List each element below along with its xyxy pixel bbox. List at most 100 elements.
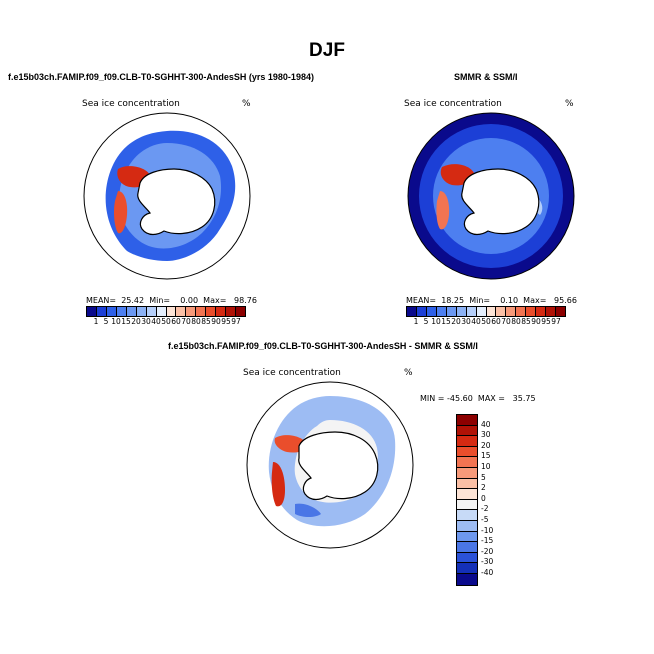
colorbar-swatch bbox=[516, 307, 527, 316]
panel-1-title: f.e15b03ch.FAMIP.f09_f09.CLB-T0-SGHHT-30… bbox=[8, 72, 314, 82]
panel-2-title: SMMR & SSM/I bbox=[454, 72, 518, 82]
colorbar-swatch bbox=[407, 307, 417, 316]
colorbar-tick-label: 5 bbox=[481, 472, 486, 482]
colorbar-swatch bbox=[136, 307, 147, 316]
colorbar-tick-label: 60 bbox=[491, 317, 501, 326]
colorbar-swatch bbox=[457, 415, 477, 426]
colorbar-swatch bbox=[126, 307, 137, 316]
colorbar-tick-label: 40 bbox=[151, 317, 161, 326]
colorbar-swatch bbox=[196, 307, 207, 316]
colorbar-swatch bbox=[116, 307, 127, 316]
colorbar-tick-label: 20 bbox=[131, 317, 141, 326]
colorbar-tick-label: 15 bbox=[441, 317, 451, 326]
panel-1-units-label: % bbox=[242, 99, 251, 109]
colorbar-swatch bbox=[466, 307, 477, 316]
diff-colorbar bbox=[456, 414, 478, 586]
colorbar-swatch bbox=[457, 563, 477, 574]
colorbar-tick-label: 20 bbox=[481, 440, 491, 450]
colorbar-tick-label: 30 bbox=[141, 317, 151, 326]
colorbar-tick-label: 95 bbox=[541, 317, 551, 326]
panel-2-variable-label: Sea ice concentration bbox=[404, 99, 502, 109]
colorbar-swatch bbox=[526, 307, 537, 316]
colorbar-swatch bbox=[206, 307, 217, 316]
panel-2-stats: MEAN= 18.25 Min= 0.10 Max= 95.66 bbox=[406, 296, 577, 305]
diff-colorbar-swatches bbox=[456, 414, 478, 586]
colorbar-tick-label: 40 bbox=[481, 419, 491, 429]
colorbar-swatch bbox=[457, 552, 477, 564]
colorbar-swatch bbox=[556, 307, 565, 316]
colorbar-swatch bbox=[456, 307, 467, 316]
colorbar-swatch bbox=[236, 307, 245, 316]
colorbar-swatch bbox=[536, 307, 547, 316]
colorbar-swatch bbox=[496, 307, 507, 316]
colorbar-swatch bbox=[156, 307, 167, 316]
panel-3-polar-map bbox=[246, 381, 414, 549]
colorbar-swatch bbox=[457, 499, 477, 511]
abs-colorbar-2-ticks: 1 5 10 15 20 30 40 50 60 70 80 85 90 95 97 bbox=[406, 317, 566, 326]
colorbar-tick-label: 20 bbox=[451, 317, 461, 326]
colorbar-tick-label: 60 bbox=[171, 317, 181, 326]
colorbar-swatch bbox=[457, 436, 477, 447]
ross-sea-ice-red bbox=[114, 191, 128, 234]
panel-3-stats: MIN = -45.60 MAX = 35.75 bbox=[420, 394, 536, 403]
colorbar-tick-label: 30 bbox=[481, 430, 491, 440]
panel-1-stats: MEAN= 25.42 Min= 0.00 Max= 98.76 bbox=[86, 296, 257, 305]
colorbar-tick-label: 90 bbox=[531, 317, 541, 326]
panel-1-colorbar: 1 5 10 15 20 30 40 50 60 70 80 85 90 95 97 bbox=[86, 306, 246, 326]
colorbar-tick-label: 10 bbox=[431, 317, 441, 326]
colorbar-tick-label: 30 bbox=[461, 317, 471, 326]
ross-sea-ice-red bbox=[436, 191, 450, 230]
colorbar-tick-label: -40 bbox=[481, 568, 494, 577]
panel-3-variable-label: Sea ice concentration bbox=[243, 368, 341, 378]
colorbar-tick-label: 50 bbox=[161, 317, 171, 326]
colorbar-swatch bbox=[457, 467, 477, 479]
colorbar-tick-label: 90 bbox=[211, 317, 221, 326]
colorbar-tick-label: -5 bbox=[481, 515, 489, 524]
colorbar-tick-label: 1 bbox=[413, 317, 419, 326]
antarctica-continent bbox=[137, 168, 216, 236]
colorbar-tick-label: 70 bbox=[181, 317, 191, 326]
colorbar-tick-label: -2 bbox=[481, 504, 489, 514]
ross-diff-red bbox=[271, 462, 285, 507]
colorbar-tick-label: 5 bbox=[423, 317, 429, 326]
colorbar-swatch bbox=[446, 307, 457, 316]
colorbar-tick-label: 95 bbox=[221, 317, 231, 326]
colorbar-tick-label: 5 bbox=[103, 317, 109, 326]
colorbar-swatch bbox=[457, 425, 477, 437]
colorbar-tick-label: 80 bbox=[191, 317, 201, 326]
colorbar-swatch bbox=[436, 307, 447, 316]
antarctica-continent bbox=[298, 431, 379, 501]
colorbar-swatch bbox=[457, 446, 477, 458]
colorbar-swatch bbox=[216, 307, 227, 316]
colorbar-swatch bbox=[476, 307, 487, 316]
colorbar-tick-label: 85 bbox=[521, 317, 531, 326]
panel-2-polar-map bbox=[407, 112, 575, 280]
panel-3-units-label: % bbox=[404, 368, 413, 378]
colorbar-swatch bbox=[87, 307, 97, 316]
colorbar-tick-label: 10 bbox=[111, 317, 121, 326]
colorbar-tick-label: 1 bbox=[93, 317, 99, 326]
panel-2-units-label: % bbox=[565, 99, 574, 109]
colorbar-tick-label: 97 bbox=[231, 317, 241, 326]
colorbar-swatch bbox=[506, 307, 517, 316]
antarctica-continent bbox=[461, 168, 540, 236]
colorbar-tick-label: 0 bbox=[481, 493, 486, 503]
colorbar-tick-label: 2 bbox=[481, 483, 486, 493]
colorbar-tick-label: -30 bbox=[481, 557, 494, 567]
colorbar-swatch bbox=[176, 307, 187, 316]
colorbar-swatch bbox=[457, 573, 477, 585]
colorbar-swatch bbox=[486, 307, 497, 316]
colorbar-swatch bbox=[186, 307, 197, 316]
colorbar-swatch bbox=[457, 510, 477, 521]
colorbar-swatch bbox=[416, 307, 427, 316]
bellingshausen-diff-blue bbox=[295, 503, 321, 517]
panel-1-polar-map bbox=[83, 112, 251, 280]
figure-title: DJF bbox=[309, 40, 345, 61]
panel-3-title: f.e15b03ch.FAMIP.f09_f09.CLB-T0-SGHHT-30… bbox=[168, 341, 478, 351]
panel-1-variable-label: Sea ice concentration bbox=[82, 99, 180, 109]
colorbar-tick-label: -15 bbox=[481, 536, 494, 546]
colorbar-swatch bbox=[96, 307, 107, 316]
colorbar-swatch bbox=[106, 307, 117, 316]
colorbar-tick-label: -20 bbox=[481, 546, 494, 556]
colorbar-tick-label: 50 bbox=[481, 317, 491, 326]
